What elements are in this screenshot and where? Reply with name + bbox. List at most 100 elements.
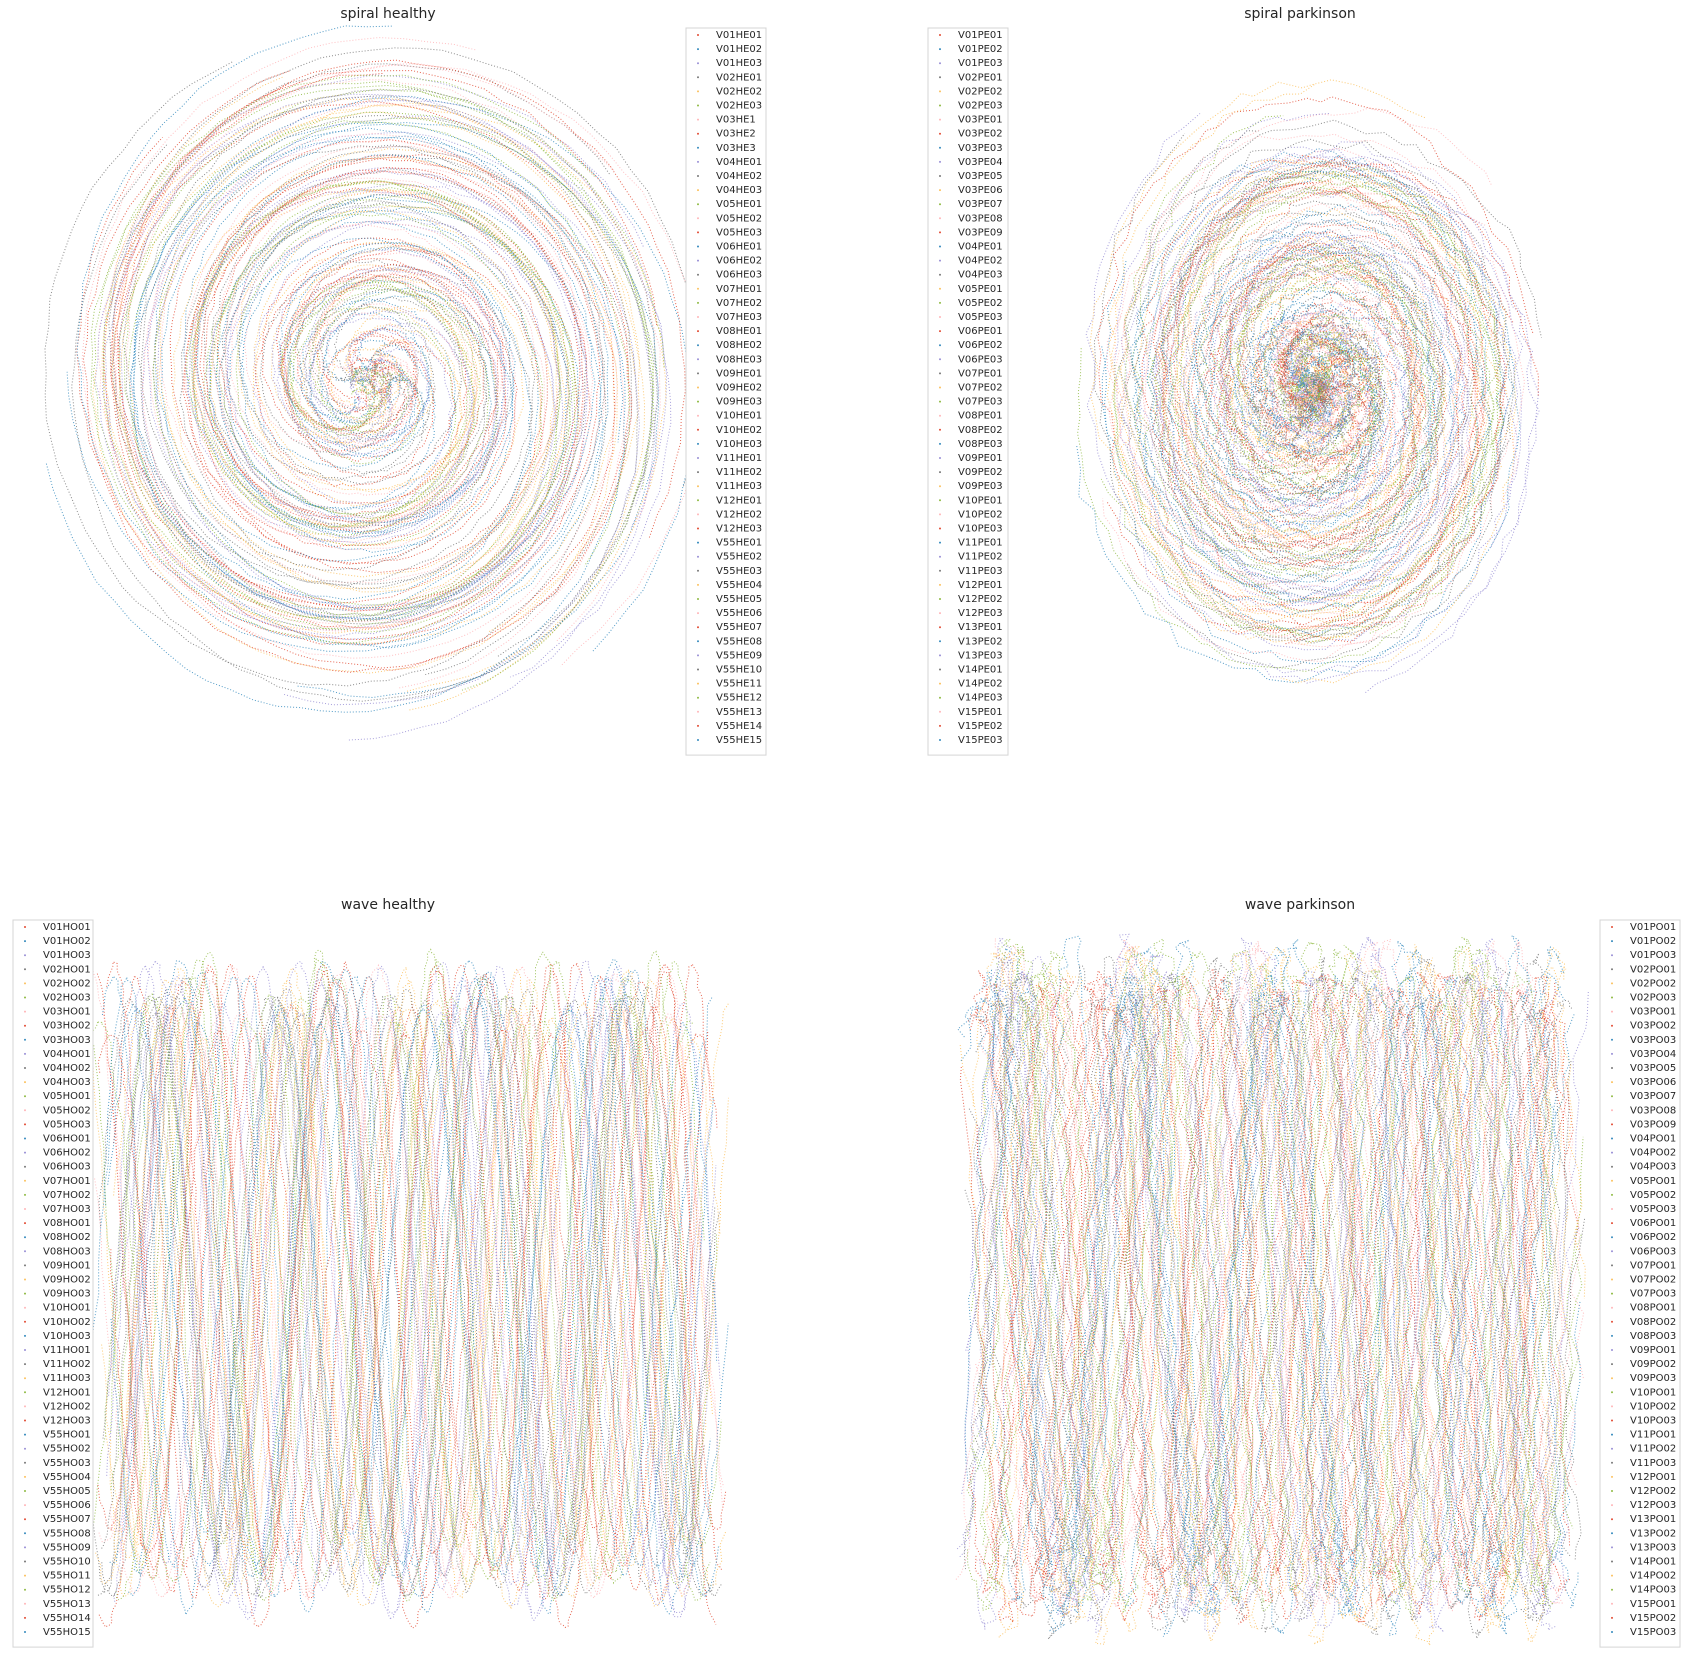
legend-marker [24, 1334, 26, 1337]
legend-entry: V09HE02 [716, 383, 762, 394]
legend-entry: V15PE01 [958, 707, 1003, 718]
series-trace-V03PO04 [961, 933, 1577, 1619]
legend-marker [1611, 1264, 1613, 1267]
legend-marker [24, 940, 26, 943]
legend-marker [697, 301, 699, 304]
series-trace-V11PO01 [994, 935, 1579, 1609]
legend-marker [939, 104, 941, 107]
series-trace-V05PE02 [1131, 115, 1496, 602]
series-trace-V08PE03 [1076, 160, 1506, 684]
plot-area [87, 948, 730, 1629]
legend-entry: V10PE03 [958, 524, 1003, 535]
legend-entry: V15PO02 [1630, 1613, 1676, 1624]
legend-marker [24, 926, 26, 928]
legend-entry: V03PE04 [958, 157, 1003, 168]
legend-marker [24, 1193, 26, 1196]
legend-marker [1611, 1602, 1613, 1605]
legend-entry: V55HO15 [43, 1627, 91, 1638]
legend-entry: V08HO03 [43, 1246, 91, 1257]
series-trace-V07PO03 [981, 972, 1554, 1587]
legend-entry: V06PE03 [958, 354, 1003, 365]
series-trace-V11PE02 [1155, 167, 1519, 674]
legend-entry: V04PE03 [958, 270, 1003, 281]
series-trace-V09PO01 [959, 970, 1550, 1581]
legend-entry: V12HO03 [43, 1416, 91, 1427]
legend-entry: V09PO01 [1630, 1345, 1676, 1356]
legend-entry: V55HO02 [43, 1444, 91, 1455]
series-trace-V09HE02 [158, 102, 667, 693]
series-trace-V03HO02 [97, 1003, 727, 1532]
legend-marker [1611, 1123, 1613, 1126]
legend-marker [697, 428, 699, 431]
legend-marker [697, 132, 699, 135]
legend-marker [939, 62, 941, 65]
legend-marker [939, 372, 941, 375]
legend-entry: V09HO01 [43, 1260, 91, 1271]
legend-entry: V01PE03 [958, 58, 1003, 69]
legend-entry: V55HE06 [716, 608, 762, 619]
legend-marker [1611, 996, 1613, 999]
legend-entry: V55HE12 [716, 693, 762, 704]
legend-marker [939, 442, 941, 445]
legend-entry: V12PE02 [958, 594, 1003, 605]
legend-marker [697, 555, 699, 558]
legend-marker [24, 1278, 26, 1281]
series-trace-V15PO01 [994, 937, 1554, 1609]
series-trace-V02PO01 [977, 971, 1572, 1625]
series-trace-V55HO01 [107, 1008, 691, 1568]
series-trace-V08HE01 [109, 72, 591, 629]
legend-entry: V04HO03 [43, 1077, 91, 1088]
legend-entry: V10HO03 [43, 1331, 91, 1342]
legend-entry: V03PO06 [1630, 1077, 1676, 1088]
legend-entry: V03PO07 [1630, 1091, 1676, 1102]
series-trace-V05PE01 [1133, 157, 1517, 684]
legend-marker [24, 1631, 26, 1633]
legend-marker [939, 527, 941, 530]
legend-marker [1611, 1095, 1613, 1098]
legend-entry: V04PO02 [1630, 1148, 1676, 1159]
legend-marker [939, 273, 941, 276]
legend-entry: V09PE02 [958, 467, 1003, 478]
legend-marker [24, 1052, 26, 1055]
legend-entry: V03PO04 [1630, 1049, 1676, 1060]
legend-marker [1611, 1292, 1613, 1295]
legend-entry: V14PE03 [958, 693, 1003, 704]
legend-marker [939, 414, 941, 417]
legend-marker [697, 217, 699, 220]
legend-entry: V13PE02 [958, 636, 1003, 647]
series-trace-V06PE01 [1139, 186, 1506, 630]
legend-marker [697, 668, 699, 671]
legend-entry: V55HE15 [716, 735, 762, 746]
legend-entry: V07HO01 [43, 1176, 91, 1187]
series-trace-V55HO13 [119, 972, 697, 1596]
legend-marker [24, 1475, 26, 1478]
legend-entry: V01PO03 [1630, 950, 1676, 961]
series-trace-V12HE01 [152, 117, 655, 606]
series-trace-V10HO01 [118, 1006, 703, 1573]
legend-entry: V55HO07 [43, 1514, 91, 1525]
legend-marker [1611, 1179, 1613, 1182]
legend-marker [1611, 1433, 1613, 1436]
legend-marker [697, 90, 699, 93]
series-trace-V11HO03 [101, 1015, 713, 1562]
legend-marker [24, 1320, 26, 1323]
series-trace-V55HO12 [119, 948, 700, 1582]
legend-marker [1611, 1363, 1613, 1366]
panel-wave-parkinson: wave parkinson V01PO01 V01PO02 V01PO03 V02P… [955, 897, 1681, 1648]
legend-entry: V10PE02 [958, 509, 1003, 520]
legend-entry: V01HO03 [43, 950, 91, 961]
plot-area [1076, 79, 1542, 694]
legend-marker [697, 513, 699, 516]
series-trace-V06HO01 [104, 1003, 704, 1536]
legend-marker [697, 231, 699, 234]
legend-marker [939, 316, 941, 318]
series-trace-V11HE03 [103, 76, 616, 644]
legend-entry: V55HO11 [43, 1571, 91, 1582]
legend-marker [1611, 1038, 1613, 1041]
legend-marker [24, 1222, 26, 1225]
legend-entry: V55HE03 [716, 566, 762, 577]
legend-marker [939, 34, 941, 36]
legend-marker [697, 710, 699, 713]
legend-entry: V05PO03 [1630, 1204, 1676, 1215]
series-trace-V09PO02 [991, 996, 1574, 1556]
